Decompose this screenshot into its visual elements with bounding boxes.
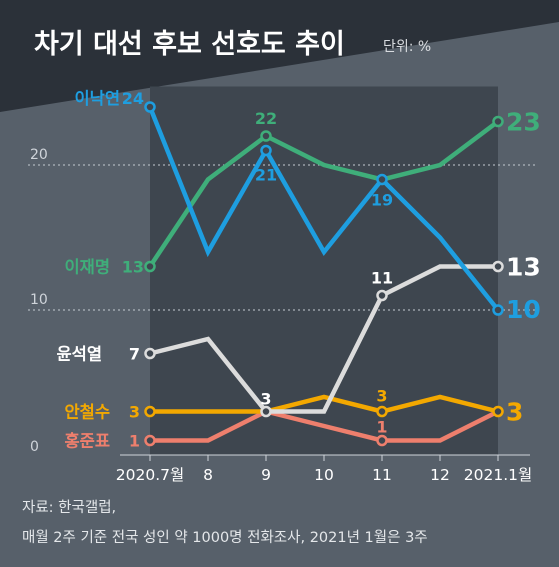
data-label: 3 bbox=[129, 403, 140, 422]
data-point bbox=[260, 144, 272, 157]
data-label: 24 bbox=[122, 89, 144, 108]
series-name-label: 이낙연 bbox=[74, 89, 120, 108]
data-point bbox=[260, 405, 272, 418]
chart-title: 차기 대선 후보 선호도 추이 bbox=[34, 29, 345, 60]
data-label: 22 bbox=[255, 109, 277, 128]
series-name-label: 안철수 bbox=[64, 403, 110, 422]
data-point bbox=[492, 115, 504, 128]
data-point bbox=[144, 347, 156, 360]
source-line-2: 매월 2주 기준 전국 성인 약 1000명 전화조사, 2021년 1월은 3… bbox=[22, 530, 428, 546]
data-point bbox=[492, 260, 504, 273]
data-point bbox=[376, 405, 388, 418]
data-label: 7 bbox=[129, 345, 140, 364]
title-band bbox=[0, 0, 559, 112]
series-line bbox=[150, 394, 499, 414]
series-line bbox=[148, 119, 500, 268]
data-label: 1 bbox=[376, 418, 387, 437]
data-label: 1 bbox=[129, 432, 140, 451]
data-point bbox=[492, 405, 504, 418]
series-line bbox=[147, 106, 500, 312]
data-label: 23 bbox=[506, 108, 541, 137]
y-tick-label: 20 bbox=[30, 147, 48, 163]
series-name-label: 이재명 bbox=[64, 258, 110, 277]
source-line-1: 자료: 한국갤럽, bbox=[22, 500, 117, 516]
data-label: 3 bbox=[376, 387, 387, 406]
data-label: 13 bbox=[506, 253, 541, 282]
series-line bbox=[150, 409, 500, 443]
x-tick-label: 8 bbox=[203, 466, 213, 484]
x-tick-label: 11 bbox=[372, 466, 392, 484]
x-tick-label: 10 bbox=[314, 466, 334, 484]
data-label: 3 bbox=[260, 390, 271, 409]
data-point bbox=[492, 304, 504, 316]
x-tick-label: 12 bbox=[430, 466, 450, 484]
series-line bbox=[149, 264, 498, 414]
data-point bbox=[260, 130, 272, 142]
x-tick-label: 9 bbox=[261, 466, 271, 484]
data-point bbox=[376, 289, 388, 302]
plot-panel bbox=[150, 86, 498, 455]
data-label: 13 bbox=[122, 258, 144, 277]
series-name-label: 윤석열 bbox=[56, 345, 102, 364]
x-tick-label: 2021.1월 bbox=[464, 466, 533, 484]
data-point bbox=[144, 260, 156, 273]
series-name-label: 홍준표 bbox=[64, 431, 110, 451]
data-label: 10 bbox=[506, 295, 541, 324]
data-label: 19 bbox=[371, 191, 393, 210]
x-tick-label: 2020.7월 bbox=[116, 466, 185, 484]
data-point bbox=[144, 405, 156, 418]
data-point bbox=[376, 173, 388, 186]
data-label: 3 bbox=[506, 398, 523, 427]
unit-label: 단위: % bbox=[383, 39, 431, 55]
y-tick-label: 0 bbox=[30, 439, 39, 455]
data-point bbox=[144, 434, 156, 447]
data-point bbox=[376, 434, 388, 447]
data-point bbox=[144, 101, 156, 113]
data-label: 21 bbox=[255, 166, 277, 185]
data-label: 11 bbox=[371, 269, 393, 288]
y-tick-label: 10 bbox=[30, 292, 48, 308]
